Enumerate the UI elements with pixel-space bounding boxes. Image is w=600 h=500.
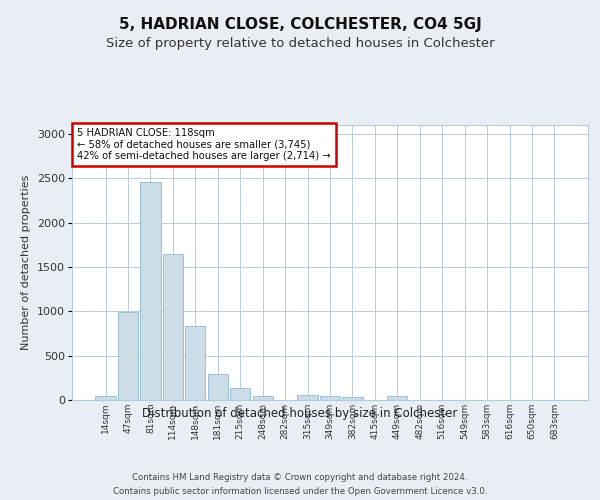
- Bar: [140, 182, 161, 400]
- Bar: [118, 312, 138, 400]
- Text: Contains public sector information licensed under the Open Government Licence v3: Contains public sector information licen…: [113, 488, 487, 496]
- Bar: [253, 396, 273, 400]
- Y-axis label: Number of detached properties: Number of detached properties: [22, 175, 31, 350]
- Bar: [343, 398, 362, 400]
- Bar: [387, 396, 407, 400]
- Bar: [230, 388, 250, 400]
- Text: Distribution of detached houses by size in Colchester: Distribution of detached houses by size …: [142, 408, 458, 420]
- Bar: [95, 396, 116, 400]
- Bar: [298, 395, 317, 400]
- Bar: [163, 254, 183, 400]
- Text: Size of property relative to detached houses in Colchester: Size of property relative to detached ho…: [106, 38, 494, 51]
- Bar: [185, 326, 205, 400]
- Text: 5 HADRIAN CLOSE: 118sqm
← 58% of detached houses are smaller (3,745)
42% of semi: 5 HADRIAN CLOSE: 118sqm ← 58% of detache…: [77, 128, 331, 161]
- Bar: [208, 374, 228, 400]
- Bar: [320, 396, 340, 400]
- Text: 5, HADRIAN CLOSE, COLCHESTER, CO4 5GJ: 5, HADRIAN CLOSE, COLCHESTER, CO4 5GJ: [119, 18, 481, 32]
- Text: Contains HM Land Registry data © Crown copyright and database right 2024.: Contains HM Land Registry data © Crown c…: [132, 472, 468, 482]
